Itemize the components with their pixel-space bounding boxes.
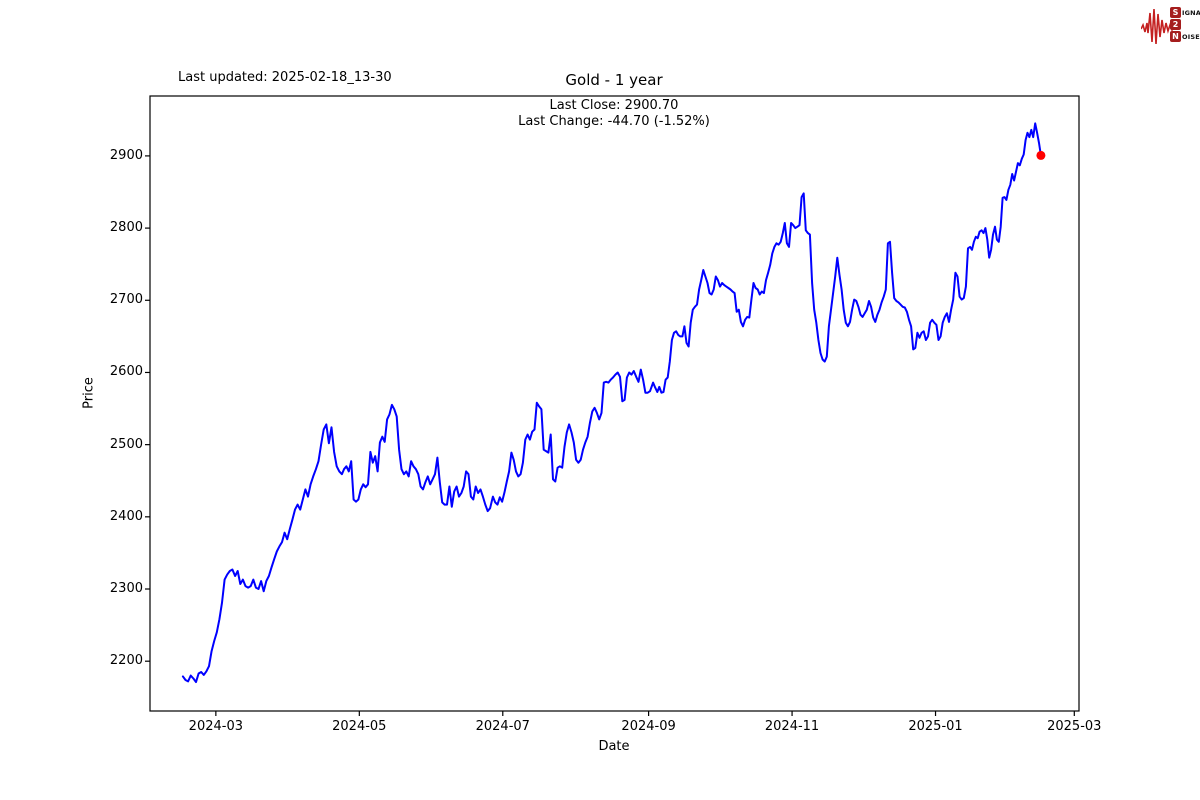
signal2noise-logo: S IGNAL 2 N OISE (1141, 2, 1200, 48)
annotation-last-change: Last Change: -44.70 (-1.52%) (518, 114, 710, 129)
x-tick-label: 2024-05 (332, 719, 387, 734)
y-tick-label: 2200 (109, 653, 143, 669)
y-tick-label: 2500 (109, 436, 143, 452)
logo-badge-s: S (1170, 7, 1181, 18)
x-tick-label: 2024-09 (621, 719, 676, 734)
y-tick-label: 2400 (109, 508, 143, 524)
logo-row-2: 2 (1170, 19, 1181, 30)
last-updated-text: Last updated: 2025-02-18_13-30 (178, 70, 392, 85)
tick-marks (145, 155, 1075, 716)
y-tick-label: 2300 (109, 581, 143, 596)
x-tick-label: 2025-03 (1047, 719, 1102, 734)
x-tick-label: 2024-03 (188, 719, 243, 734)
logo-row-noise: N OISE (1170, 31, 1200, 42)
y-axis-label: Price (81, 377, 97, 409)
y-tick-label: 2800 (109, 220, 143, 236)
annotation-last-close: Last Close: 2900.70 (549, 98, 679, 113)
logo-badge-2: 2 (1170, 19, 1181, 30)
x-tick-label: 2024-07 (475, 719, 530, 734)
logo-word-ignal: IGNAL (1182, 8, 1200, 17)
logo-word-oise: OISE (1182, 32, 1200, 41)
plot-border (149, 95, 1080, 712)
logo-row-signal: S IGNAL (1170, 7, 1200, 18)
logo-badge-n: N (1170, 31, 1181, 42)
x-tick-label: 2025-01 (908, 719, 963, 734)
x-axis-label: Date (598, 739, 630, 754)
last-close-marker (1036, 150, 1046, 160)
y-tick-label: 2600 (109, 364, 143, 380)
x-tick-label: 2024-11 (764, 719, 820, 734)
chart-title: Gold - 1 year (565, 71, 663, 89)
y-tick-label: 2900 (109, 147, 143, 163)
y-tick-label: 2700 (109, 292, 143, 308)
gold-price-line (181, 122, 1042, 684)
